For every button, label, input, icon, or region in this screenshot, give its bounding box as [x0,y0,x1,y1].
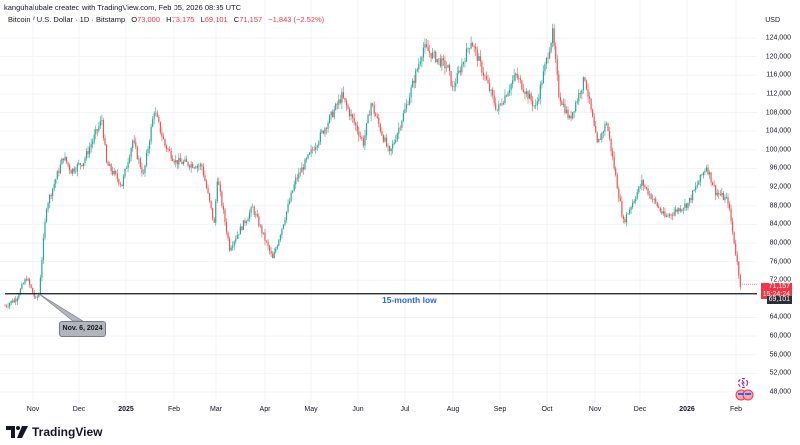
open-value: 73,000 [137,15,161,24]
price-tick: 96,000 [769,164,791,172]
close-label: C [233,15,240,24]
time-tick: Sep [493,406,507,413]
time-tick: Dec [633,406,647,413]
price-tick: 108,000 [765,109,791,117]
last-price-value: 71,157 [768,283,790,290]
bar-countdown: 15:24:24 [762,291,790,298]
time-tick: Jul [400,406,410,413]
high-value: 73,175 [171,15,195,24]
price-chart[interactable] [0,0,757,405]
low-label: L [200,15,205,24]
time-tick: Nov [26,406,40,413]
price-axis[interactable]: USD 124,000 120,000 116,000 112,000 108,000 1… [757,0,800,405]
price-tick: 48,000 [769,388,791,396]
change-value: −1,843 (−2.52%) [268,15,325,24]
time-tick: Nov [588,406,602,413]
tradingview-logo[interactable]: TradingView [6,425,102,439]
last-price-tag: 71,157 15:24:24 [760,283,792,299]
price-tick: 84,000 [769,220,791,228]
price-tick: 72,000 [769,276,791,284]
price-tick: 60,000 [769,332,791,340]
event-icons[interactable] [735,376,757,407]
price-tick: 76,000 [769,258,791,266]
price-tick: 116,000 [766,71,791,79]
price-tick: 112,000 [766,90,791,98]
time-tick: Oct [541,406,553,413]
time-tick: Feb [167,406,181,413]
time-tick: 2025 [118,406,134,413]
price-tick: 56,000 [769,351,791,359]
close-value: 71,157 [239,15,263,24]
support-annotation: 15-month low [382,295,437,305]
time-tick: Feb [729,406,743,413]
economic-event-icon [735,389,754,401]
symbol-title: Bitcoin / U.S. Dollar · 1D · Bitstamp [8,15,126,24]
high-label: H [166,15,172,24]
open-label: O [131,15,138,24]
callout-pointer [38,293,84,322]
price-tick: 64,000 [769,313,791,321]
time-tick: Dec [72,406,86,413]
time-tick: May [304,406,318,413]
price-tick: 120,000 [765,53,791,61]
dividend-event-icon [737,377,749,389]
price-tick: 100,000 [765,146,791,154]
price-tick: 92,000 [769,183,791,191]
currency-label: USD [765,17,780,24]
candles [4,23,741,310]
time-tick: Jun [352,406,364,413]
time-tick: Aug [446,406,460,413]
price-tick: 88,000 [769,202,791,210]
brand-name: TradingView [32,425,103,439]
price-tick: 124,000 [765,34,791,42]
date-callout: Nov. 6, 2024 [59,321,106,337]
price-tick: 52,000 [769,369,791,377]
time-tick: Mar [209,406,223,413]
chart-credit: kanguhalubale created with TradingView.c… [4,3,242,12]
price-tick: 80,000 [769,239,791,247]
time-tick: Apr [259,406,271,413]
price-tick: 104,000 [765,127,791,135]
low-price-tag: 69,101 [766,296,792,304]
tradingview-logo-icon [6,426,28,438]
time-tick: 2026 [679,406,695,413]
